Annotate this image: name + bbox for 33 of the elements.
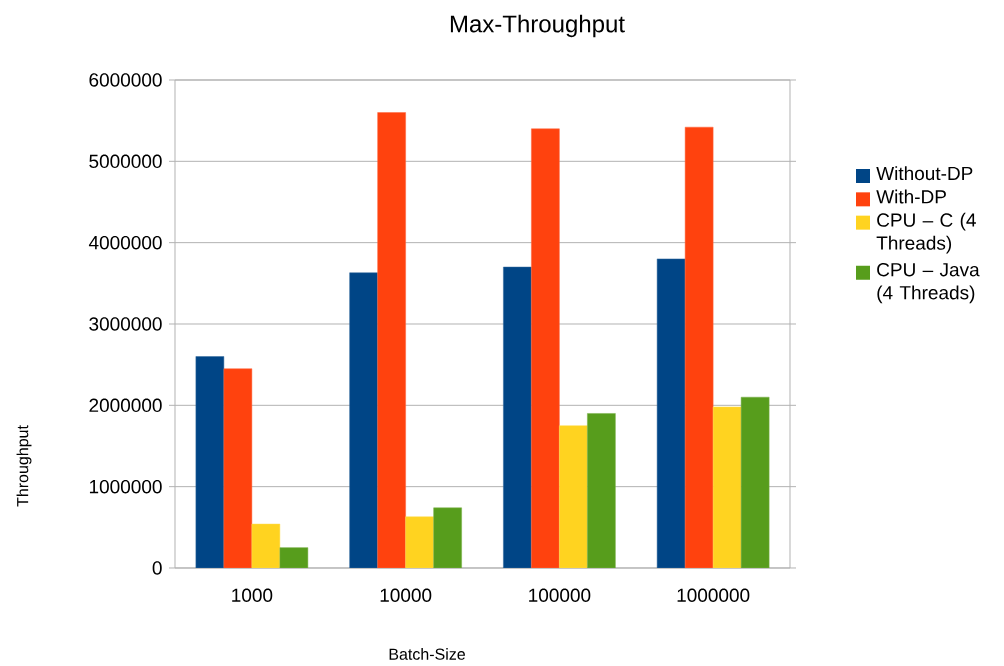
y-axis-title: Throughput xyxy=(16,425,32,507)
bar xyxy=(531,128,560,568)
bar xyxy=(433,507,462,568)
legend-label: Without-DP xyxy=(876,166,973,181)
bar xyxy=(405,516,434,568)
bar xyxy=(559,425,588,568)
bar xyxy=(251,523,281,568)
x-tick-label: 10000 xyxy=(380,588,432,602)
bar xyxy=(503,266,532,568)
bar xyxy=(656,258,686,568)
bar xyxy=(195,356,225,568)
bar xyxy=(740,396,770,568)
x-tick-label: 1000000 xyxy=(677,588,750,602)
y-tick-label: 2000000 xyxy=(89,398,162,413)
y-tick-label: 4000000 xyxy=(88,235,162,250)
x-tick-label: 100000 xyxy=(529,588,591,602)
y-tick-label: 6000000 xyxy=(89,73,162,87)
bar xyxy=(223,368,253,568)
x-axis-title: Batch-Size xyxy=(389,648,465,660)
legend-label: With-DP xyxy=(876,189,946,204)
bar xyxy=(587,413,616,568)
y-tick-label: 3000000 xyxy=(89,317,162,331)
bar xyxy=(684,126,714,568)
y-tick-label: 1000000 xyxy=(89,479,162,494)
x-tick-label: 1000 xyxy=(232,588,273,602)
legend-label: CPU – Java (4 Threads) xyxy=(877,262,980,304)
legend-label: CPU – C (4 Threads) xyxy=(876,212,976,254)
y-tick-label: 5000000 xyxy=(89,154,162,169)
bar xyxy=(349,272,378,568)
bar xyxy=(377,112,406,568)
bar xyxy=(712,406,742,568)
y-tick-label: 0 xyxy=(152,561,162,575)
chart-title: Max-Throughput xyxy=(450,14,625,38)
